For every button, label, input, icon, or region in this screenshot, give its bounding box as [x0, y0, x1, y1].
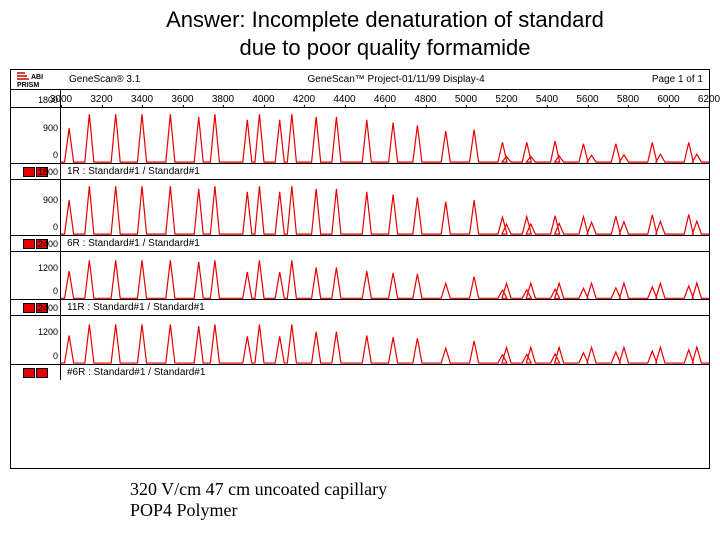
panel-label: 1R : Standard#1 / Standard#1 [61, 166, 200, 177]
x-axis-tick: 4400 [333, 94, 355, 105]
title-line-2: due to poor quality formamide [239, 35, 530, 60]
panel-body: 09001800 [11, 108, 709, 163]
y-axis-gutter: 012002400 [11, 252, 61, 299]
logo-bar-2 [17, 75, 27, 77]
y-axis-tick: 0 [53, 351, 58, 361]
electropherogram-panel: 012002400#6R : Standard#1 / Standard#1 [11, 316, 709, 380]
x-axis-ticks: 3000320034003600380040004200440046004800… [61, 90, 709, 107]
x-axis-tick: 3400 [131, 94, 153, 105]
panel-label-row: 1R : Standard#1 / Standard#1 [11, 163, 709, 179]
panel-label: #6R : Standard#1 / Standard#1 [61, 367, 205, 378]
y-axis-gutter: 09001800 [11, 108, 61, 163]
trace [61, 324, 709, 363]
y-axis-tick: 2400 [38, 239, 58, 249]
panel-label-row: 11R : Standard#1 / Standard#1 [11, 299, 709, 315]
plot-area [61, 316, 709, 364]
x-axis-tick: 5600 [576, 94, 598, 105]
trace [61, 260, 709, 298]
y-axis-tick: 900 [43, 123, 58, 133]
y-axis-tick: 1800 [38, 167, 58, 177]
logo-text-bottom: PRISM [17, 82, 39, 88]
chart-header: ABI PRISM GeneScan® 3.1 GeneScan™ Projec… [11, 70, 709, 90]
color-swatch [23, 303, 35, 313]
y-axis-tick: 0 [53, 286, 58, 296]
logo-text-top: ABI [31, 74, 43, 81]
x-axis-tick: 5800 [617, 94, 639, 105]
panel-label-gutter [11, 365, 61, 380]
footer-text: 320 V/cm 47 cm uncoated capillary POP4 P… [130, 479, 387, 522]
x-axis: 3000320034003600380040004200440046004800… [11, 90, 709, 108]
title-line-1: Answer: Incomplete denaturation of stand… [166, 7, 604, 32]
panel-body: 012002400 [11, 316, 709, 364]
panel-label: 6R : Standard#1 / Standard#1 [61, 238, 200, 249]
y-axis-tick: 0 [53, 150, 58, 160]
y-axis-tick: 900 [43, 195, 58, 205]
y-axis-gutter: 09001800 [11, 180, 61, 235]
x-axis-tick: 5000 [455, 94, 477, 105]
plot-area [61, 180, 709, 235]
footer-line-2: POP4 Polymer [130, 500, 238, 520]
panel-body: 09001800 [11, 180, 709, 235]
x-axis-tick: 5400 [536, 94, 558, 105]
x-axis-tick: 6200 [698, 94, 720, 105]
x-axis-tick: 3600 [171, 94, 193, 105]
panels-group: 090018001R : Standard#1 / Standard#10900… [11, 108, 709, 468]
header-software-name: GeneScan® 3.1 [69, 74, 140, 85]
color-swatch [36, 368, 48, 378]
panel-label-row: #6R : Standard#1 / Standard#1 [11, 364, 709, 380]
header-project-name: GeneScan™ Project-01/11/99 Display-4 [308, 74, 485, 85]
plot-area [61, 108, 709, 163]
y-axis-gutter: 012002400 [11, 316, 61, 364]
y-axis-tick: 0 [53, 222, 58, 232]
x-axis-tick: 4600 [374, 94, 396, 105]
slide-title: Answer: Incomplete denaturation of stand… [0, 0, 720, 65]
trace [61, 186, 709, 234]
x-axis-tick: 6000 [657, 94, 679, 105]
panel-label-row: 6R : Standard#1 / Standard#1 [11, 235, 709, 251]
x-axis-tick: 5200 [495, 94, 517, 105]
panel-body: 012002400 [11, 252, 709, 299]
footer-line-1: 320 V/cm 47 cm uncoated capillary [130, 479, 387, 499]
trace [61, 114, 709, 162]
chart-container: ABI PRISM GeneScan® 3.1 GeneScan™ Projec… [10, 69, 710, 469]
y-axis-tick: 1800 [38, 95, 58, 105]
color-swatch [23, 239, 35, 249]
electropherogram-panel: 0 1200 240011R : Standard#1 / Standard#1 [11, 252, 709, 316]
color-swatch [23, 167, 35, 177]
y-axis-tick: 2400 [38, 303, 58, 313]
electropherogram-panel: 090018006R : Standard#1 / Standard#1 [11, 180, 709, 252]
x-axis-tick: 3200 [90, 94, 112, 105]
y-axis-tick: 1200 [38, 263, 58, 273]
x-axis-tick: 4000 [252, 94, 274, 105]
x-axis-tick: 3800 [212, 94, 234, 105]
panel-label: 11R : Standard#1 / Standard#1 [61, 302, 205, 313]
logo-bar-3 [17, 78, 29, 80]
header-page-number: Page 1 of 1 [652, 74, 703, 85]
x-axis-tick: 4200 [293, 94, 315, 105]
abi-prism-logo: ABI PRISM [11, 70, 57, 89]
color-swatch [23, 368, 35, 378]
x-axis-tick: 4800 [414, 94, 436, 105]
electropherogram-panel: 0 900 18001R : Standard#1 / Standard#1 [11, 108, 709, 180]
plot-area [61, 252, 709, 299]
logo-bar-1 [17, 72, 25, 74]
y-axis-tick: 1200 [38, 327, 58, 337]
